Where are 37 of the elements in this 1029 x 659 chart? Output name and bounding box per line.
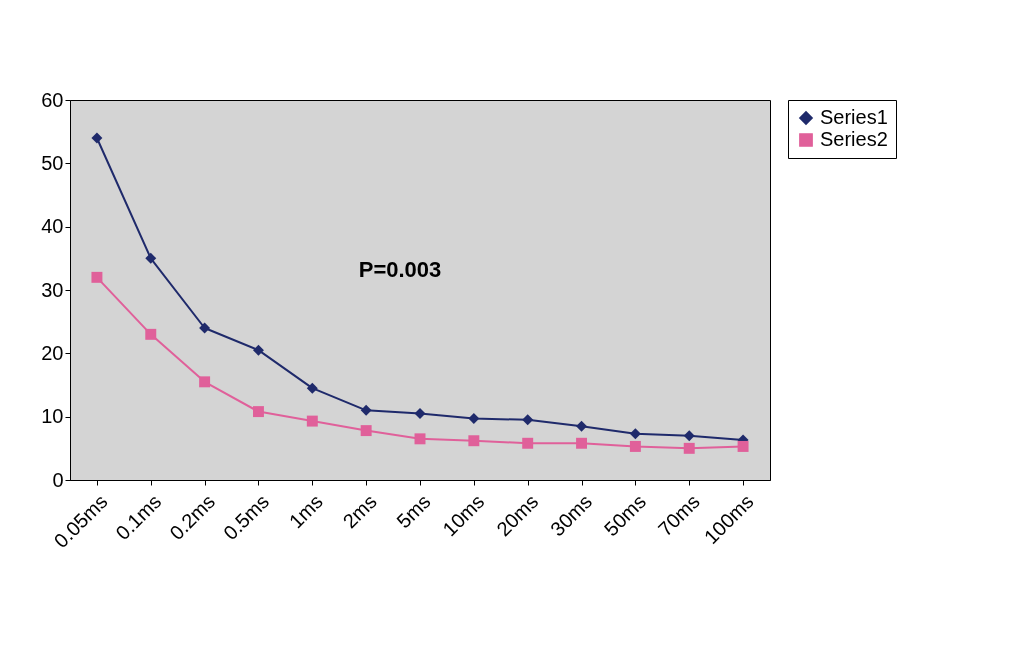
legend-label: Series1 [820, 106, 888, 128]
point [252, 406, 264, 418]
point [91, 271, 103, 283]
point [468, 413, 480, 425]
point [91, 132, 103, 144]
annotation: P=0.003 [358, 257, 442, 282]
point [576, 420, 588, 432]
y-tick-label: 20 [41, 341, 64, 364]
point [252, 344, 264, 356]
point [145, 328, 157, 340]
point [199, 322, 211, 334]
point [522, 414, 534, 426]
point [306, 415, 318, 427]
y-tick-label: 40 [41, 215, 64, 238]
point [683, 430, 695, 442]
y-tick-label: 50 [41, 151, 64, 174]
point [360, 404, 372, 416]
point [629, 428, 641, 440]
point [360, 425, 372, 437]
x-tick-label: 1ms [284, 490, 327, 533]
point [468, 435, 480, 447]
point [414, 433, 426, 445]
point [522, 437, 534, 449]
point [737, 440, 749, 452]
point [576, 437, 588, 449]
point [629, 440, 641, 452]
x-tick-label: 5ms [392, 490, 435, 533]
point [145, 252, 157, 264]
legend-label: Series2 [820, 128, 888, 150]
point [199, 376, 211, 388]
point [306, 382, 318, 394]
y-tick-label: 10 [41, 405, 64, 428]
y-tick-label: 60 [41, 88, 64, 111]
y-tick-label: 0 [52, 468, 64, 491]
point [683, 442, 695, 454]
x-tick-label: 2ms [338, 490, 381, 533]
y-tick-label: 30 [41, 278, 64, 301]
